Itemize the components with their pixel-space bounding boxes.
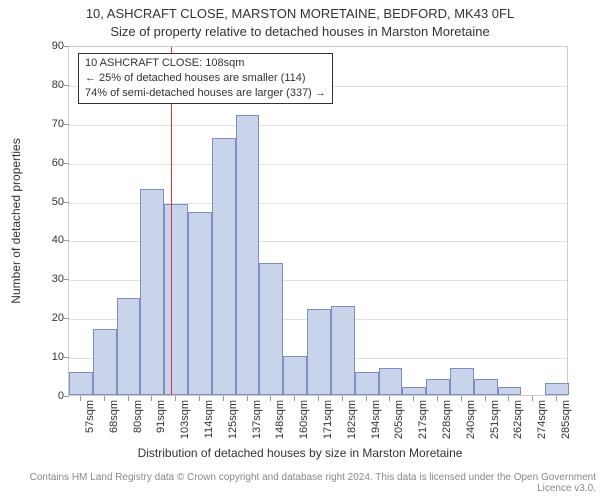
histogram-bar — [212, 138, 236, 395]
x-tick-mark — [128, 396, 129, 401]
x-tick-label: 217sqm — [417, 400, 429, 439]
x-tick-mark — [556, 396, 557, 401]
histogram-bar — [474, 379, 498, 395]
y-tick-mark — [64, 396, 69, 397]
annotation-line-subject: 10 ASHCRAFT CLOSE: 108sqm — [85, 56, 326, 71]
histogram-bar — [331, 306, 355, 395]
histogram-bar — [307, 309, 331, 395]
y-tick-mark — [64, 318, 69, 319]
x-tick-mark — [247, 396, 248, 401]
x-tick-mark — [366, 396, 367, 401]
x-tick-label: 240sqm — [465, 400, 477, 439]
histogram-bar — [188, 212, 212, 395]
x-tick-label: 160sqm — [298, 400, 310, 439]
x-tick-mark — [199, 396, 200, 401]
x-tick-mark — [437, 396, 438, 401]
histogram-bar — [283, 356, 307, 395]
x-tick-mark — [532, 396, 533, 401]
y-tick-mark — [64, 357, 69, 358]
x-tick-mark — [270, 396, 271, 401]
y-tick-mark — [64, 163, 69, 164]
x-tick-label: 262sqm — [512, 400, 524, 439]
histogram-bar — [140, 189, 164, 395]
x-tick-label: 80sqm — [132, 400, 144, 433]
y-tick-label: 70 — [36, 118, 64, 130]
x-tick-mark — [318, 396, 319, 401]
histogram-bar — [117, 298, 141, 395]
histogram-bar — [450, 368, 474, 395]
property-size-histogram: 10, ASHCRAFT CLOSE, MARSTON MORETAINE, B… — [0, 0, 600, 500]
y-tick-label: 0 — [36, 390, 64, 402]
x-tick-label: 103sqm — [179, 400, 191, 439]
histogram-bar — [236, 115, 260, 395]
x-tick-label: 148sqm — [274, 400, 286, 439]
x-tick-label: 228sqm — [441, 400, 453, 439]
x-tick-mark — [342, 396, 343, 401]
y-tick-label: 30 — [36, 273, 64, 285]
grid-line — [69, 125, 567, 126]
histogram-bar — [69, 372, 93, 395]
histogram-bar — [498, 387, 522, 395]
x-tick-mark — [508, 396, 509, 401]
histogram-bar — [355, 372, 379, 395]
x-tick-label: 125sqm — [227, 400, 239, 439]
x-tick-label: 274sqm — [536, 400, 548, 439]
x-tick-label: 91sqm — [155, 400, 167, 433]
x-tick-label: 205sqm — [393, 400, 405, 439]
x-tick-mark — [461, 396, 462, 401]
histogram-bar — [93, 329, 117, 395]
y-tick-mark — [64, 279, 69, 280]
histogram-bar — [164, 204, 188, 395]
x-tick-label: 251sqm — [489, 400, 501, 439]
reference-annotation-box: 10 ASHCRAFT CLOSE: 108sqm ← 25% of detac… — [78, 53, 333, 104]
annotation-line-smaller: ← 25% of detached houses are smaller (11… — [85, 71, 326, 86]
y-tick-label: 40 — [36, 234, 64, 246]
chart-title-address: 10, ASHCRAFT CLOSE, MARSTON MORETAINE, B… — [0, 6, 600, 21]
x-tick-label: 114sqm — [203, 400, 215, 438]
histogram-bar — [402, 387, 426, 395]
x-tick-mark — [80, 396, 81, 401]
x-tick-label: 194sqm — [370, 400, 382, 439]
y-tick-label: 50 — [36, 196, 64, 208]
y-tick-mark — [64, 202, 69, 203]
x-tick-mark — [294, 396, 295, 401]
y-axis-title: Number of detached properties — [9, 138, 23, 303]
x-tick-mark — [389, 396, 390, 401]
chart-subtitle: Size of property relative to detached ho… — [0, 24, 600, 39]
y-tick-label: 90 — [36, 40, 64, 52]
x-tick-mark — [413, 396, 414, 401]
y-tick-mark — [64, 124, 69, 125]
x-tick-mark — [151, 396, 152, 401]
y-tick-label: 60 — [36, 157, 64, 169]
x-tick-label: 68sqm — [108, 400, 120, 433]
data-source-credit: Contains HM Land Registry data © Crown c… — [0, 472, 600, 494]
x-axis-title: Distribution of detached houses by size … — [0, 446, 600, 460]
x-tick-label: 137sqm — [251, 400, 263, 439]
x-tick-mark — [223, 396, 224, 401]
x-tick-mark — [485, 396, 486, 401]
histogram-bar — [545, 383, 569, 395]
histogram-bar — [379, 368, 403, 395]
x-tick-mark — [175, 396, 176, 401]
histogram-bar — [259, 263, 283, 395]
histogram-bar — [426, 379, 450, 395]
y-tick-label: 20 — [36, 312, 64, 324]
x-tick-label: 285sqm — [560, 400, 572, 439]
y-tick-label: 10 — [36, 351, 64, 363]
x-tick-mark — [104, 396, 105, 401]
y-tick-label: 80 — [36, 79, 64, 91]
x-tick-label: 171sqm — [322, 400, 334, 439]
y-tick-mark — [64, 240, 69, 241]
y-tick-mark — [64, 85, 69, 86]
y-tick-mark — [64, 46, 69, 47]
x-tick-label: 182sqm — [346, 400, 358, 439]
annotation-line-larger: 74% of semi-detached houses are larger (… — [85, 86, 326, 101]
x-tick-label: 57sqm — [84, 400, 96, 433]
grid-line — [69, 164, 567, 165]
